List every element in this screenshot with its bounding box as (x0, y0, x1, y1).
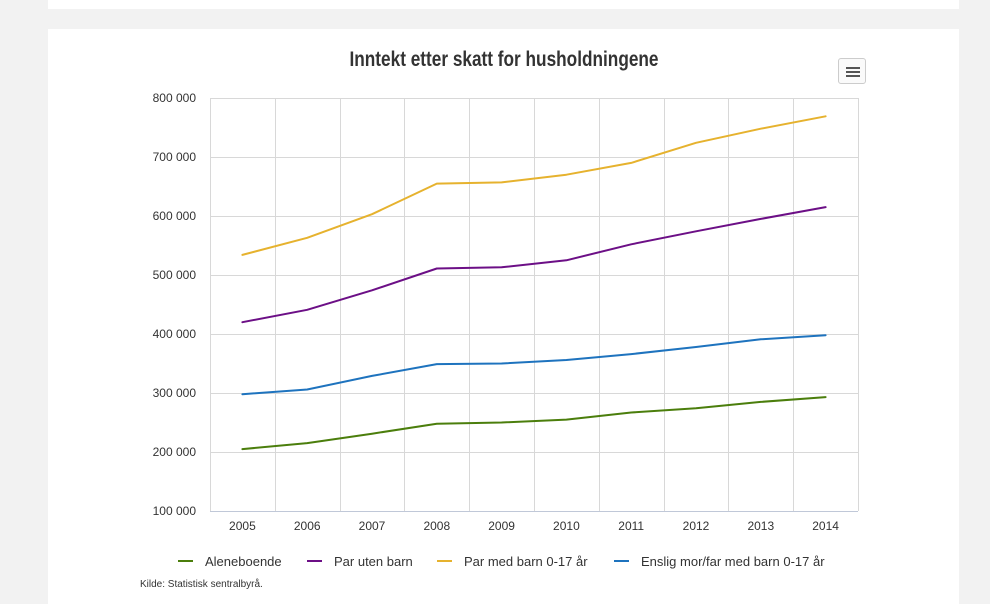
legend: Aleneboende Par uten barn Par med barn 0-1… (0, 551, 990, 571)
x-tick-label: 2014 (812, 519, 839, 533)
y-tick-label: 500 000 (153, 268, 197, 282)
previous-card (48, 0, 959, 9)
chart-menu-button[interactable] (838, 58, 866, 84)
source-note: Kilde: Statistisk sentralbyrå. (140, 579, 263, 590)
legend-label: Par med barn 0-17 år (464, 553, 588, 569)
y-tick-label: 200 000 (153, 445, 197, 459)
x-tick-label: 2013 (747, 519, 774, 533)
x-tick-label: 2009 (488, 519, 515, 533)
gridlines (210, 98, 859, 512)
legend-label: Par uten barn (334, 553, 413, 569)
x-tick-label: 2005 (229, 519, 256, 533)
legend-item-1[interactable]: Par uten barn (307, 551, 413, 571)
x-axis-ticks: 2005 2006 2007 2008 2009 2010 2011 2012 2013 2014 (229, 519, 839, 533)
series-line-2[interactable] (241, 115, 827, 256)
legend-label: Aleneboende (205, 553, 282, 569)
chart-title: Inntekt etter skatt for husholdningene (349, 48, 659, 71)
y-tick-label: 800 000 (153, 91, 197, 105)
series-lines (241, 115, 827, 451)
legend-swatch (614, 560, 629, 562)
y-tick-label: 600 000 (153, 209, 197, 223)
legend-swatch (178, 560, 193, 562)
legend-swatch (437, 560, 452, 562)
x-tick-label: 2007 (359, 519, 386, 533)
y-tick-label: 400 000 (153, 327, 197, 341)
legend-swatch (307, 560, 322, 562)
legend-label: Enslig mor/far med barn 0-17 år (641, 553, 825, 569)
series-line-0[interactable] (241, 396, 827, 451)
legend-item-0[interactable]: Aleneboende (178, 551, 282, 571)
y-tick-label: 100 000 (153, 504, 197, 518)
legend-item-3[interactable]: Enslig mor/far med barn 0-17 år (614, 551, 825, 571)
series-line-1[interactable] (241, 206, 827, 324)
y-axis-ticks: 100 000 200 000 300 000 400 000 500 000 600 0… (153, 91, 197, 518)
legend-item-2[interactable]: Par med barn 0-17 år (437, 551, 588, 571)
x-tick-label: 2008 (423, 519, 450, 533)
chart-card (48, 29, 959, 604)
x-tick-label: 2006 (294, 519, 321, 533)
x-tick-label: 2010 (553, 519, 580, 533)
y-tick-label: 700 000 (153, 150, 197, 164)
x-tick-label: 2012 (683, 519, 710, 533)
y-tick-label: 300 000 (153, 386, 197, 400)
series-line-3[interactable] (241, 334, 827, 396)
x-tick-label: 2011 (618, 519, 644, 533)
